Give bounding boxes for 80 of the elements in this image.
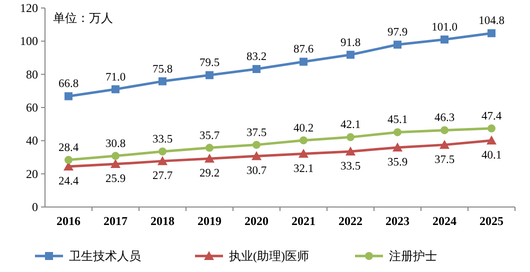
x-tick-label: 2022 — [338, 214, 362, 228]
point — [112, 85, 120, 94]
point — [206, 144, 214, 152]
point — [158, 77, 166, 86]
data-label: 71.0 — [105, 71, 126, 84]
annotation: 单位：万人 — [53, 11, 113, 25]
point — [112, 152, 120, 160]
point — [300, 58, 308, 66]
x-tick-label: 2019 — [198, 214, 222, 228]
data-label: 66.8 — [58, 78, 79, 90]
data-label: 35.9 — [387, 156, 408, 168]
point — [158, 156, 168, 166]
data-label: 45.1 — [387, 114, 408, 126]
point — [252, 65, 260, 74]
data-label: 35.7 — [199, 130, 220, 142]
data-label: 101.0 — [432, 22, 458, 34]
data-label: 37.5 — [434, 154, 455, 166]
point — [346, 50, 354, 59]
point — [486, 136, 496, 144]
x-tick-label: 2018 — [150, 214, 174, 228]
point — [346, 146, 356, 156]
data-label: 83.2 — [246, 51, 267, 64]
point — [64, 156, 72, 164]
data-label: 30.7 — [246, 165, 267, 178]
y-tick-label: 60 — [26, 100, 38, 114]
data-label: 37.5 — [246, 126, 267, 139]
point — [394, 40, 402, 49]
data-label: 25.9 — [105, 173, 126, 186]
data-label: 79.5 — [199, 57, 220, 70]
data-label: 46.3 — [434, 112, 455, 124]
data-label: 91.8 — [340, 36, 361, 49]
data-label: 30.8 — [105, 138, 126, 150]
legend-label: 注册护士 — [389, 249, 437, 263]
data-label: 40.2 — [293, 122, 314, 134]
point — [488, 29, 496, 38]
point — [298, 148, 308, 158]
data-label: 42.1 — [340, 119, 361, 132]
data-label: 24.4 — [58, 176, 79, 188]
x-tick-label: 2017 — [104, 214, 128, 228]
y-tick-label: 20 — [26, 166, 38, 181]
x-tick-label: 2025 — [480, 214, 504, 228]
data-label: 40.1 — [481, 150, 502, 162]
data-label: 33.5 — [152, 133, 173, 146]
point — [204, 154, 214, 163]
x-tick-label: 2024 — [432, 214, 456, 228]
data-label: 87.6 — [293, 44, 314, 56]
point — [440, 126, 448, 134]
point — [158, 147, 166, 156]
point — [300, 136, 308, 144]
point — [440, 36, 448, 44]
x-tick-label: 2023 — [386, 214, 410, 228]
point — [252, 151, 262, 160]
legend-label: 卫生技术人员 — [69, 249, 141, 263]
y-tick-label: 40 — [26, 134, 38, 148]
point — [64, 92, 72, 100]
y-tick-label: 120 — [20, 1, 38, 15]
y-tick-label: 0 — [32, 200, 38, 214]
point — [488, 124, 496, 132]
data-label: 33.5 — [340, 160, 361, 172]
point — [346, 133, 354, 142]
point — [440, 140, 450, 149]
x-tick-label: 2021 — [292, 214, 316, 228]
data-label: 75.8 — [152, 63, 173, 76]
data-label: 28.4 — [58, 142, 79, 154]
x-tick-label: 2020 — [244, 214, 268, 228]
legend-label: 执业(助理)医师 — [229, 249, 309, 263]
x-tick-label: 2016 — [56, 214, 80, 228]
point — [392, 142, 402, 152]
data-label: 47.4 — [481, 110, 502, 122]
point — [206, 71, 214, 80]
data-label: 32.1 — [293, 162, 314, 175]
point — [252, 140, 260, 149]
point — [394, 128, 402, 136]
y-tick-label: 100 — [20, 34, 38, 48]
data-label: 27.7 — [152, 170, 173, 182]
data-label: 97.9 — [387, 26, 408, 39]
data-label: 29.2 — [199, 168, 220, 180]
data-label: 104.8 — [478, 15, 505, 28]
point — [110, 159, 120, 168]
y-tick-label: 80 — [26, 67, 38, 82]
